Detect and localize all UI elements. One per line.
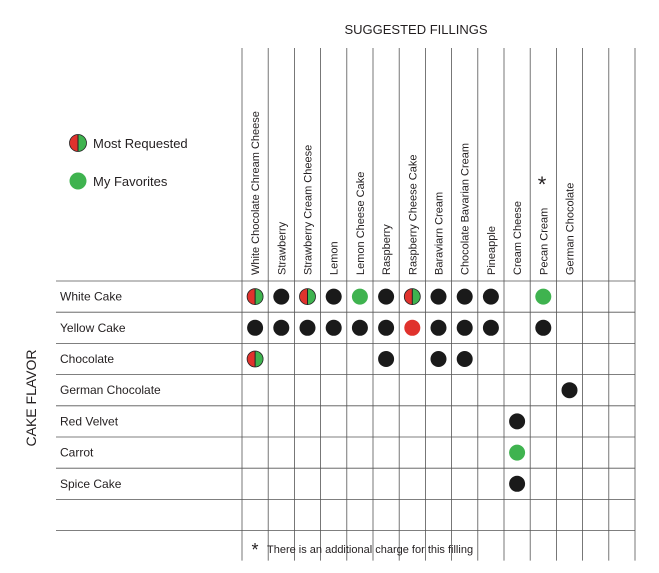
flavor-label: Carrot	[60, 446, 94, 460]
flavor-label: Spice Cake	[60, 477, 122, 491]
dot-black	[351, 319, 368, 336]
dot-black	[430, 319, 447, 336]
dot-black	[535, 319, 552, 336]
dot-black	[378, 351, 395, 367]
legend: Most Requested My Favorites	[69, 134, 188, 190]
legend-label-most-requested: Most Requested	[93, 136, 188, 151]
dot-black	[509, 475, 526, 492]
dot-black	[378, 288, 395, 305]
footnote-asterisk: *	[251, 540, 258, 560]
filling-label: Baraviarn Cream	[434, 192, 446, 275]
filling-label: Pineapple	[486, 226, 498, 275]
dot-black	[456, 319, 473, 336]
filling-labels: White Chocolate Chream Cheese Strawberry S…	[250, 111, 576, 275]
chart-title: SUGGESTED FILLINGS	[344, 22, 487, 37]
asterisk-marker: *	[538, 172, 547, 197]
filling-label: Lemon Cheese Cake	[355, 172, 367, 275]
flavor-label: Red Velvet	[60, 414, 119, 428]
dot-black	[482, 319, 499, 336]
footnote-text: There is an additional charge for this f…	[267, 544, 473, 556]
flavor-label: White Cake	[60, 290, 122, 304]
dot-split	[299, 288, 316, 306]
dot-split	[246, 288, 264, 306]
filling-label: Strawberry	[276, 221, 288, 275]
dot-green	[69, 172, 87, 190]
legend-most-requested: Most Requested	[69, 134, 188, 152]
legend-label-my-favorites: My Favorites	[93, 174, 168, 189]
filling-label: Cream Cheese	[512, 201, 524, 275]
dot-black	[482, 288, 499, 305]
dot-black	[378, 319, 395, 336]
dot-black	[299, 319, 316, 336]
dot-black	[273, 288, 290, 305]
legend-dot-green	[69, 172, 87, 190]
dot-black	[509, 413, 526, 430]
cake-flavor-label: CAKE FLAVOR	[23, 350, 39, 447]
legend-dot-split	[69, 134, 87, 152]
dot-black	[430, 351, 447, 367]
flavor-label: Yellow Cake	[60, 321, 126, 335]
dot-split	[246, 350, 264, 368]
legend-my-favorites: My Favorites	[69, 172, 168, 190]
flavor-label: German Chocolate	[60, 383, 161, 397]
dot-split	[69, 134, 87, 152]
dot-black	[561, 382, 578, 399]
dot-black	[273, 319, 290, 336]
dot-black	[456, 351, 473, 367]
filling-label: German Chocolate	[565, 183, 577, 275]
dot-black	[456, 288, 473, 305]
dot-green	[509, 444, 526, 461]
flavor-labels: White Cake Yellow Cake Chocolate German Cho…	[60, 290, 161, 491]
chart-dots	[246, 288, 578, 492]
filling-label: Raspberry Cheese Cake	[407, 155, 419, 275]
dot-green	[351, 288, 368, 305]
filling-label: Pecan Cream	[538, 208, 550, 275]
chart-grid	[56, 48, 636, 561]
dot-red	[404, 319, 421, 336]
filling-label: Raspberry	[381, 224, 393, 275]
dot-black	[430, 288, 447, 305]
filling-label: Chocolate Bavarian Cream	[460, 143, 472, 275]
dot-black	[325, 319, 342, 336]
flavor-label: Chocolate	[60, 352, 114, 366]
dot-black	[325, 288, 342, 305]
dot-black	[247, 319, 264, 336]
dot-green	[535, 288, 552, 305]
dot-split	[403, 288, 421, 306]
filling-label: Strawberry Cream Cheese	[303, 145, 315, 275]
filling-label: White Chocolate Chream Cheese	[250, 111, 262, 275]
footnote: * There is an additional charge for this…	[251, 540, 473, 560]
filling-label: Lemon	[329, 241, 341, 275]
